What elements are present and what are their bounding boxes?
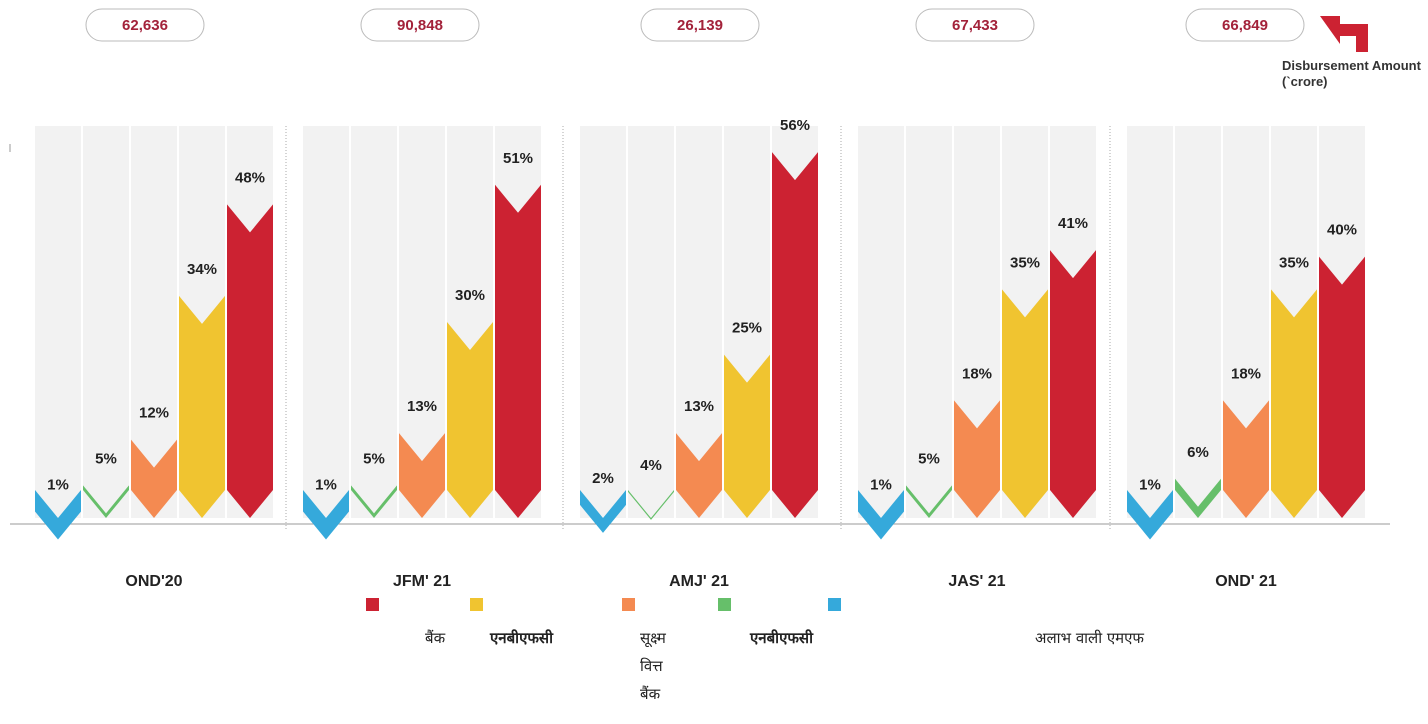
total-pill bbox=[1185, 8, 1305, 42]
total-label: 26,139 bbox=[677, 17, 723, 34]
category-label: AMJ' 21 bbox=[669, 573, 729, 590]
bar bbox=[1223, 400, 1269, 518]
legend-swatch bbox=[828, 598, 841, 611]
bar-background bbox=[858, 126, 904, 518]
value-label: 1% bbox=[1139, 476, 1161, 493]
total-label: 62,636 bbox=[122, 17, 168, 34]
value-label: 12% bbox=[139, 405, 169, 422]
bar bbox=[131, 439, 177, 518]
value-label: 30% bbox=[455, 287, 485, 304]
category-label: JAS' 21 bbox=[948, 573, 1005, 590]
value-label: 1% bbox=[47, 476, 69, 493]
legend-label: बैंक bbox=[425, 629, 446, 647]
bar bbox=[580, 490, 626, 533]
total-pill bbox=[360, 8, 480, 42]
value-label: 5% bbox=[918, 450, 940, 467]
total-pill bbox=[915, 8, 1035, 42]
legend-label: अलाभ वाली एमएफ bbox=[1035, 629, 1145, 647]
bar bbox=[1271, 289, 1317, 518]
legend-swatch bbox=[718, 598, 731, 611]
bar bbox=[35, 490, 81, 540]
value-label: 13% bbox=[684, 398, 714, 415]
bar bbox=[724, 354, 770, 518]
bar-background bbox=[351, 126, 397, 518]
total-pill bbox=[85, 8, 205, 42]
category-label: OND'20 bbox=[125, 573, 182, 590]
bar bbox=[303, 490, 349, 540]
bar bbox=[179, 295, 225, 518]
legend-swatch bbox=[366, 598, 379, 611]
value-label: 51% bbox=[503, 150, 533, 167]
bar bbox=[495, 184, 541, 519]
value-label: 18% bbox=[962, 365, 992, 382]
bar bbox=[447, 322, 493, 518]
bar bbox=[1175, 478, 1221, 518]
bar bbox=[1002, 289, 1048, 518]
bar bbox=[772, 152, 818, 518]
value-label: 6% bbox=[1187, 444, 1209, 461]
bar bbox=[1319, 256, 1365, 518]
legend-swatch bbox=[622, 598, 635, 611]
bar bbox=[954, 400, 1000, 518]
bar-background bbox=[83, 126, 129, 518]
legend-swatch bbox=[470, 598, 483, 611]
value-label: 35% bbox=[1010, 254, 1040, 271]
total-label: 90,848 bbox=[397, 17, 443, 34]
bar bbox=[399, 433, 445, 518]
value-label: 1% bbox=[315, 476, 337, 493]
unit-label: Disbursement Amount (`crore) bbox=[1282, 58, 1421, 89]
bar bbox=[227, 204, 273, 518]
value-label: 48% bbox=[235, 169, 265, 186]
total-label: 66,849 bbox=[1222, 17, 1268, 34]
bar-background bbox=[628, 126, 674, 518]
total-label: 67,433 bbox=[952, 17, 998, 34]
value-label: 5% bbox=[363, 450, 385, 467]
value-label: 35% bbox=[1279, 254, 1309, 271]
bar bbox=[858, 490, 904, 540]
bar-background bbox=[906, 126, 952, 518]
legend-label: सूक्ष्म वित्त बैंक bbox=[640, 629, 666, 703]
value-label: 5% bbox=[95, 450, 117, 467]
value-label: 18% bbox=[1231, 365, 1261, 382]
bar bbox=[1050, 250, 1096, 518]
value-label: 1% bbox=[870, 476, 892, 493]
bar bbox=[1127, 490, 1173, 540]
bar-background bbox=[580, 126, 626, 518]
value-label: 40% bbox=[1327, 222, 1357, 239]
value-label: 25% bbox=[732, 320, 762, 337]
legend-label: एनबीएफसी bbox=[750, 629, 813, 647]
legend-label: एनबीएफसी bbox=[490, 629, 553, 647]
arrow-icon bbox=[1320, 16, 1368, 52]
bar bbox=[676, 433, 722, 518]
category-label: OND' 21 bbox=[1215, 573, 1277, 590]
value-label: 2% bbox=[592, 470, 614, 487]
bar-background bbox=[1127, 126, 1173, 518]
bar-background bbox=[35, 126, 81, 518]
value-label: 56% bbox=[780, 117, 810, 134]
total-pill bbox=[640, 8, 760, 42]
value-label: 41% bbox=[1058, 215, 1088, 232]
value-label: 34% bbox=[187, 261, 217, 278]
value-label: 4% bbox=[640, 457, 662, 474]
bar-background bbox=[303, 126, 349, 518]
value-label: 13% bbox=[407, 398, 437, 415]
category-label: JFM' 21 bbox=[393, 573, 451, 590]
bar-background bbox=[1175, 126, 1221, 518]
